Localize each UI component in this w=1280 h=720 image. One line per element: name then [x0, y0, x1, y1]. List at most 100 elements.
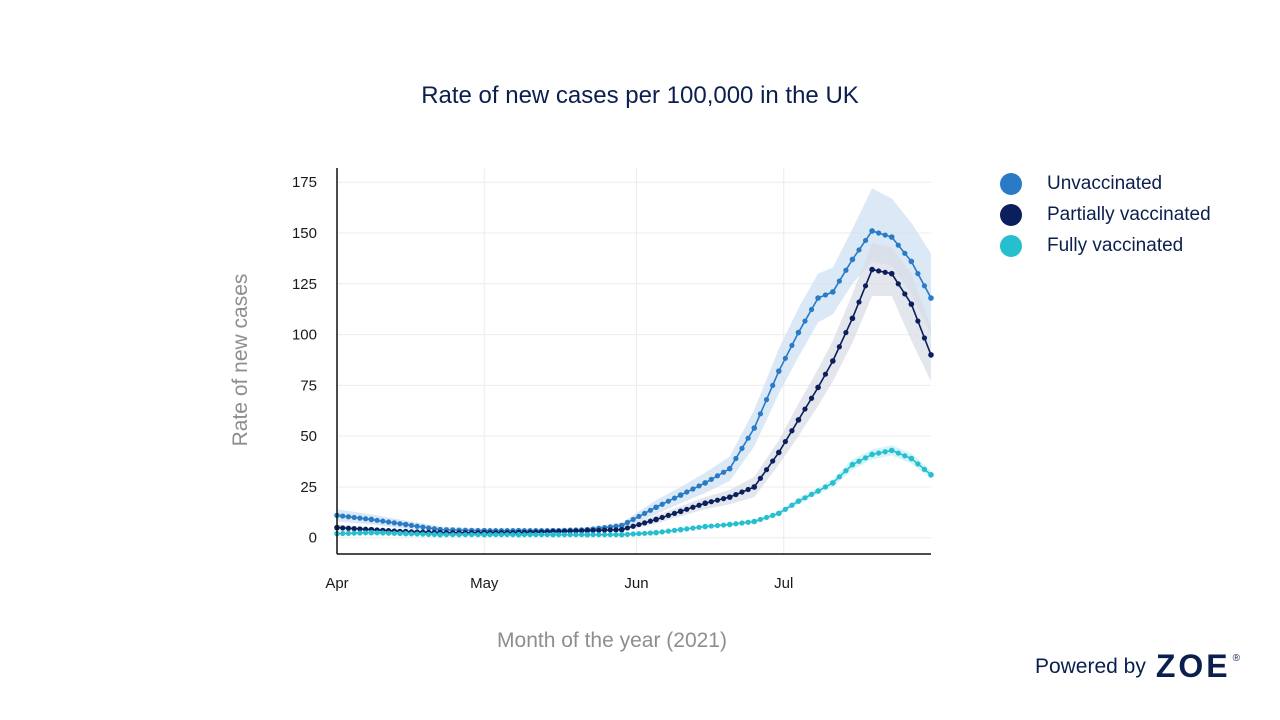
- point-unvaccinated: [783, 356, 788, 361]
- confidence-bands: [337, 188, 931, 535]
- point-fully-vaccinated: [869, 452, 875, 458]
- point-unvaccinated: [684, 489, 689, 494]
- point-partially-vaccinated: [776, 450, 782, 456]
- point-unvaccinated: [869, 228, 875, 234]
- point-unvaccinated: [403, 522, 409, 528]
- point-fully-vaccinated: [415, 531, 420, 536]
- point-unvaccinated: [751, 425, 757, 431]
- point-unvaccinated: [746, 436, 751, 441]
- point-fully-vaccinated: [770, 513, 775, 518]
- point-unvaccinated: [837, 278, 842, 283]
- point-fully-vaccinated: [363, 530, 368, 535]
- legend-label: Unvaccinated: [1047, 173, 1162, 195]
- point-fully-vaccinated: [684, 526, 689, 531]
- point-partially-vaccinated: [346, 526, 351, 531]
- point-unvaccinated: [625, 520, 630, 525]
- y-tick-label: 150: [292, 225, 317, 242]
- x-tick-label: Jun: [624, 575, 648, 592]
- point-partially-vaccinated: [883, 270, 888, 275]
- point-partially-vaccinated: [642, 520, 647, 525]
- legend: Unvaccinated Partially vaccinated Fully …: [1000, 168, 1211, 261]
- point-unvaccinated: [922, 283, 927, 288]
- point-partially-vaccinated: [823, 372, 828, 377]
- legend-dot-fully-vaccinated-icon: [1000, 235, 1022, 257]
- point-unvaccinated: [856, 247, 861, 252]
- point-partially-vaccinated: [660, 515, 665, 520]
- point-fully-vaccinated: [346, 531, 351, 536]
- legend-item-fully-vaccinated[interactable]: Fully vaccinated: [1000, 230, 1211, 261]
- point-partially-vaccinated: [783, 439, 788, 444]
- point-fully-vaccinated: [545, 532, 550, 537]
- point-partially-vaccinated: [631, 524, 636, 529]
- point-fully-vaccinated: [550, 532, 556, 538]
- point-partially-vaccinated: [902, 291, 907, 296]
- point-fully-vaccinated: [843, 468, 848, 473]
- point-fully-vaccinated: [374, 530, 379, 535]
- line-chart: 0255075100125150175Apr May Jun Jul Rate of …: [0, 0, 1280, 720]
- point-partially-vaccinated: [796, 417, 802, 423]
- point-fully-vaccinated: [608, 532, 613, 537]
- legend-item-partially-vaccinated[interactable]: Partially vaccinated: [1000, 199, 1211, 230]
- point-partially-vaccinated: [340, 525, 345, 530]
- point-fully-vaccinated: [562, 532, 567, 537]
- point-partially-vaccinated: [619, 527, 625, 533]
- point-partially-vaccinated: [746, 487, 751, 492]
- legend-label: Fully vaccinated: [1047, 235, 1183, 257]
- point-partially-vaccinated: [869, 267, 875, 273]
- point-fully-vaccinated: [631, 531, 636, 536]
- point-unvaccinated: [636, 514, 641, 519]
- y-tick-label: 50: [300, 428, 317, 445]
- point-fully-vaccinated: [539, 532, 544, 537]
- point-fully-vaccinated: [463, 532, 468, 537]
- point-fully-vaccinated: [830, 480, 836, 486]
- point-unvaccinated: [727, 466, 733, 472]
- point-partially-vaccinated: [352, 526, 357, 531]
- point-unvaccinated: [928, 295, 934, 301]
- y-tick-label: 0: [309, 530, 317, 547]
- point-unvaccinated: [386, 519, 391, 524]
- point-unvaccinated: [739, 446, 744, 451]
- point-fully-vaccinated: [915, 461, 920, 466]
- point-partially-vaccinated: [678, 509, 684, 515]
- point-unvaccinated: [823, 292, 828, 297]
- point-partially-vaccinated: [608, 527, 613, 532]
- point-partially-vaccinated: [863, 283, 868, 288]
- line-partially-vaccinated: [337, 270, 931, 533]
- point-fully-vaccinated: [642, 531, 647, 536]
- point-fully-vaccinated: [709, 523, 714, 528]
- point-unvaccinated: [409, 523, 414, 528]
- y-tick-label: 175: [292, 174, 317, 191]
- point-unvaccinated: [830, 289, 836, 295]
- point-fully-vaccinated: [475, 532, 480, 537]
- point-fully-vaccinated: [809, 492, 814, 497]
- point-partially-vaccinated: [690, 505, 695, 510]
- point-fully-vaccinated: [922, 467, 927, 472]
- point-partially-vaccinated: [876, 268, 881, 273]
- point-fully-vaccinated: [802, 495, 807, 500]
- line-unvaccinated: [337, 231, 931, 531]
- point-fully-vaccinated: [837, 474, 842, 479]
- point-fully-vaccinated: [727, 522, 733, 528]
- point-partially-vaccinated: [709, 499, 714, 504]
- point-partially-vaccinated: [889, 271, 895, 277]
- point-fully-vaccinated: [746, 520, 751, 525]
- point-unvaccinated: [340, 513, 345, 518]
- point-fully-vaccinated: [876, 450, 881, 455]
- point-fully-vaccinated: [823, 484, 828, 489]
- legend-item-unvaccinated[interactable]: Unvaccinated: [1000, 168, 1211, 199]
- point-fully-vaccinated: [902, 453, 907, 458]
- point-fully-vaccinated: [856, 459, 861, 464]
- x-axis-label: Month of the year (2021): [497, 629, 727, 652]
- point-unvaccinated: [758, 411, 763, 416]
- point-unvaccinated: [883, 232, 888, 237]
- point-fully-vaccinated: [409, 531, 414, 536]
- point-unvaccinated: [709, 477, 714, 482]
- y-tick-label: 100: [292, 327, 317, 344]
- point-partially-vaccinated: [770, 458, 775, 463]
- point-fully-vaccinated: [590, 532, 595, 537]
- point-unvaccinated: [352, 515, 357, 520]
- point-unvaccinated: [690, 486, 695, 491]
- point-partially-vaccinated: [830, 358, 836, 364]
- point-fully-vaccinated: [487, 532, 492, 537]
- point-fully-vaccinated: [733, 521, 738, 526]
